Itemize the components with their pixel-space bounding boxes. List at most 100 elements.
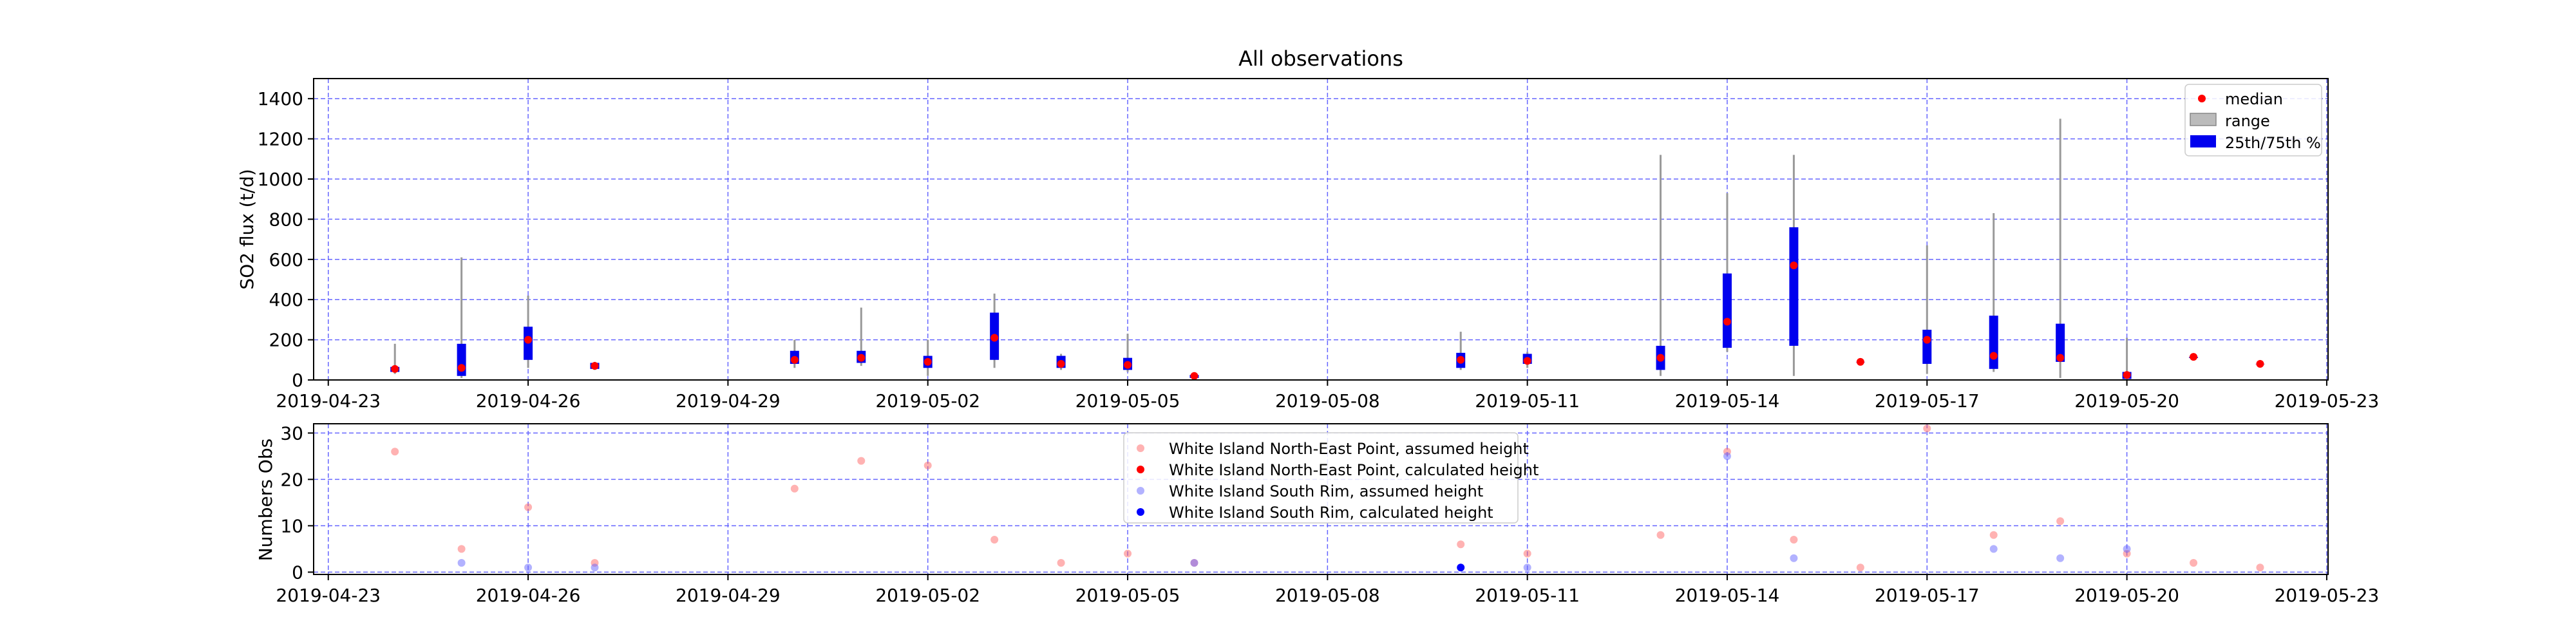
flux-y-tick-label: 200 [269,330,303,351]
iqr-box [2056,323,2065,362]
legend-median-marker [2198,95,2206,102]
obs-count-y-tick-label: 0 [292,562,303,583]
median-point [1723,317,1731,326]
iqr-box [1722,273,1732,348]
median-point [1124,361,1132,369]
obs-count-panel: 2019-04-23 2019-04-26 2019-04-29 2019-05-02… [255,422,2379,606]
obs-count-x-tick-label: 2019-05-11 [1475,585,1580,606]
flux-x-tick-label: 2019-04-29 [676,390,781,412]
obs-count-point [2256,564,2264,572]
obs-count-point [524,503,533,511]
obs-count-point [2056,517,2065,526]
obs-count-point [1790,554,1798,562]
obs-count-point [2056,554,2065,562]
obs-count-point [457,559,466,567]
obs-count-x-tick-label: 2019-05-17 [1875,585,1980,606]
obs-count-legend-marker [1137,466,1144,473]
iqr-box [1789,227,1799,346]
flux-x-tick-label: 2019-05-02 [875,390,980,412]
obs-count-point [2190,559,2198,567]
obs-count-x-tick-label: 2019-05-08 [1275,585,1380,606]
obs-count-point [1457,564,1465,572]
median-point [2123,371,2131,379]
median-point [2056,354,2065,362]
median-point [1790,261,1798,270]
median-point [1190,372,1198,380]
flux-x-tick-label: 2019-05-08 [1275,390,1380,412]
flux-y-tick-label: 0 [292,370,303,391]
median-point [923,357,932,366]
flux-plot-area [314,79,2328,380]
flux-legend-label: median [2225,90,2283,108]
obs-count-point [457,545,466,553]
flux-y-tick-label: 1200 [258,129,303,150]
obs-count-x-tick-label: 2019-05-20 [2074,585,2179,606]
flux-y-tick-label: 400 [269,289,303,310]
obs-count-point [857,457,866,465]
obs-count-legend-frame [1123,432,1519,524]
obs-count-legend: White Island North-East Point, assumed h… [1123,432,1539,524]
median-point [2256,360,2264,368]
median-point [790,355,799,364]
obs-count-x-tick-label: 2019-05-23 [2275,585,2380,606]
obs-count-point [1124,549,1132,558]
obs-count-point [2123,545,2131,553]
flux-x-tick-label: 2019-05-23 [2275,390,2380,412]
obs-count-legend-label: White Island South Rim, calculated heigh… [1169,504,1493,522]
obs-count-marks [391,424,2264,572]
median-point [591,362,599,370]
obs-count-point [990,536,999,544]
median-point [1457,355,1465,364]
obs-count-x-ticks: 2019-04-23 2019-04-26 2019-04-29 2019-05-02… [276,574,2379,606]
median-point [1923,336,1931,344]
flux-legend: median range 25th/75th % [2184,84,2322,156]
obs-count-legend-label: White Island North-East Point, calculate… [1169,461,1539,479]
median-point [1523,357,1531,365]
flux-x-tick-label: 2019-05-05 [1075,390,1180,412]
obs-count-point [1856,564,1864,572]
obs-count-point [1723,452,1731,460]
flux-marks [390,118,2265,380]
median-point [857,354,866,362]
flux-x-tick-label: 2019-05-20 [2074,390,2179,412]
obs-count-point [1790,536,1798,544]
median-point [1057,360,1065,368]
median-point [524,336,533,344]
obs-count-legend-label: White Island North-East Point, assumed h… [1169,440,1529,458]
obs-count-point [1989,545,1998,553]
flux-x-ticks: 2019-04-23 2019-04-26 2019-04-29 2019-05-02… [276,380,2379,412]
flux-x-tick-label: 2019-04-26 [476,390,581,412]
obs-count-point [591,564,599,572]
median-point [457,364,466,372]
obs-count-x-tick-label: 2019-04-29 [676,585,781,606]
flux-y-ticks: 0 200 400 600 800 1000 1200 1400 [258,88,314,391]
obs-count-x-tick-label: 2019-04-23 [276,585,381,606]
flux-y-tick-label: 600 [269,249,303,270]
flux-panel: 2019-04-23 2019-04-26 2019-04-29 2019-05-02… [236,46,2379,412]
flux-x-tick-label: 2019-05-17 [1875,390,1980,412]
obs-count-plot-frame [313,423,2329,575]
flux-y-tick-label: 1000 [258,169,303,190]
obs-count-legend-marker [1137,487,1144,495]
legend-iqr-swatch [2190,135,2216,147]
flux-x-tick-label: 2019-04-23 [276,390,381,412]
obs-count-point [1989,531,1998,539]
obs-count-legend-marker [1137,444,1144,452]
obs-count-point [1457,540,1465,549]
obs-count-point [1523,564,1531,572]
iqr-box [1922,330,1932,365]
obs-count-y-tick-label: 30 [280,422,303,444]
obs-count-point [1656,531,1665,539]
obs-count-point [1523,549,1531,558]
obs-count-y-tick-label: 10 [280,515,303,536]
obs-count-y-tick-label: 20 [280,469,303,490]
flux-x-tick-label: 2019-05-11 [1475,390,1580,412]
obs-count-point [923,461,932,469]
flux-legend-label: 25th/75th % [2225,134,2321,152]
obs-count-y-axis-label: Numbers Obs [255,439,276,561]
obs-count-legend-label: White Island South Rim, assumed height [1169,482,1483,500]
obs-count-point [524,564,533,572]
median-point [1989,352,1998,360]
obs-count-x-tick-label: 2019-04-26 [476,585,581,606]
